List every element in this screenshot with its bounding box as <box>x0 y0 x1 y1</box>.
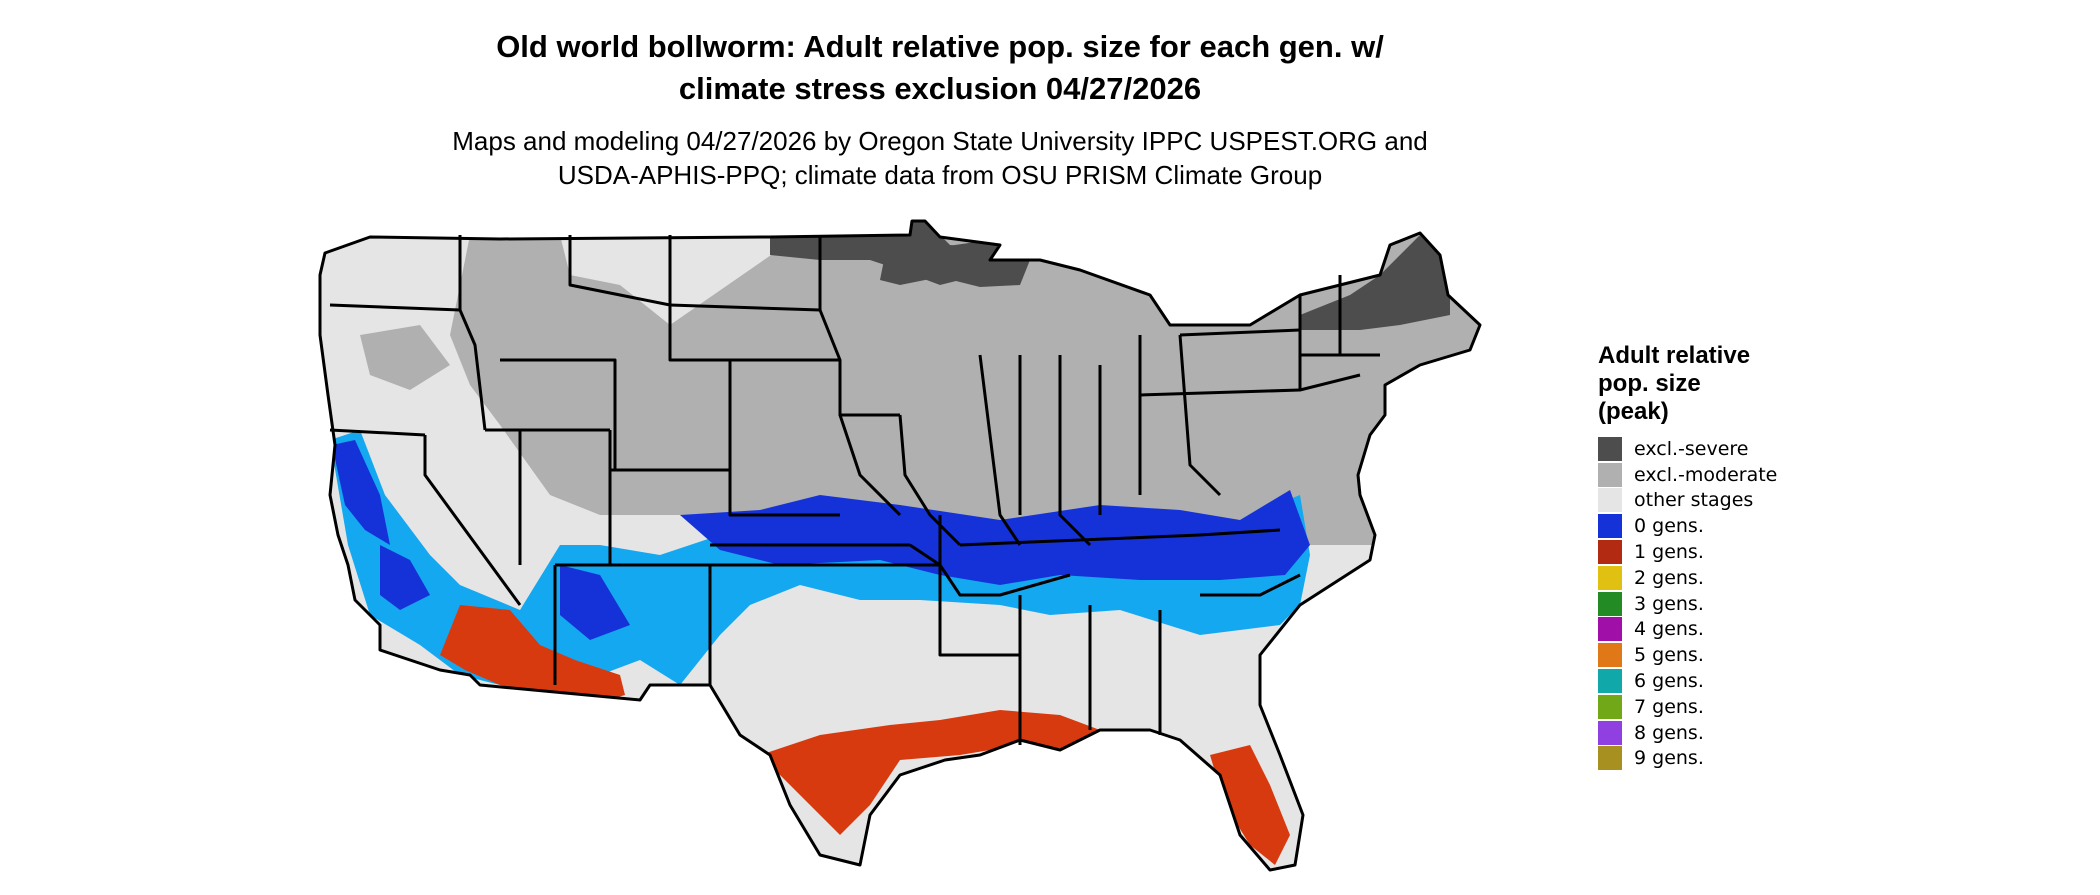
state-line <box>329 303 461 312</box>
legend-swatch <box>1598 540 1622 565</box>
map-subtitle: Maps and modeling 04/27/2026 by Oregon S… <box>0 124 1880 192</box>
legend-item: 8 gens. <box>1598 720 1777 746</box>
legend-label: 9 gens. <box>1634 747 1704 770</box>
legend-swatch <box>1598 436 1622 461</box>
legend-item: 5 gens. <box>1598 642 1777 668</box>
legend-item: excl.-moderate <box>1598 462 1777 488</box>
map-title: Old world bollworm: Adult relative pop. … <box>0 26 1880 110</box>
legend-swatch <box>1598 591 1622 616</box>
legend-title: Adult relative pop. size (peak) <box>1598 342 1777 426</box>
state-line <box>1179 328 1301 337</box>
legend-item: other stages <box>1598 488 1777 514</box>
zero-gens-region <box>332 440 390 545</box>
legend-title-line-3: (peak) <box>1598 398 1669 425</box>
state-line <box>1058 355 1092 547</box>
state-line <box>898 414 962 547</box>
state-line <box>1200 573 1301 597</box>
legend-label: excl.-moderate <box>1634 463 1778 486</box>
legend-label: 8 gens. <box>1634 721 1704 744</box>
legend-label: 4 gens. <box>1634 618 1704 641</box>
excl-severe-region <box>1300 235 1450 330</box>
legend-swatch <box>1598 746 1622 771</box>
excl-moderate-patch <box>360 325 450 390</box>
legend-swatch <box>1598 617 1622 642</box>
legend-swatch <box>1598 694 1622 719</box>
legend-title-line-1: Adult relative <box>1598 342 1751 369</box>
legend-swatch <box>1598 462 1622 487</box>
legend-label: 5 gens. <box>1634 644 1704 667</box>
us-map <box>318 219 1482 872</box>
legend-label: excl.-severe <box>1634 437 1749 460</box>
subtitle-line-2: USDA-APHIS-PPQ; climate data from OSU PR… <box>557 160 1323 190</box>
legend-item: 3 gens. <box>1598 591 1777 617</box>
excl-severe-region <box>880 240 1030 287</box>
zero-gens-region <box>560 565 630 640</box>
legend-swatch <box>1598 565 1622 590</box>
subtitle-line-1: Maps and modeling 04/27/2026 by Oregon S… <box>452 126 1428 156</box>
legend-label: 0 gens. <box>1634 515 1704 538</box>
state-line <box>1178 334 1222 497</box>
state-line <box>1139 388 1301 397</box>
state-borders <box>318 219 1482 872</box>
legend-label: 7 gens. <box>1634 695 1704 718</box>
legend-swatch <box>1598 720 1622 745</box>
one-gen-region <box>1210 745 1290 865</box>
legend-swatch <box>1598 643 1622 668</box>
legend-item: 2 gens. <box>1598 565 1777 591</box>
map-legend: Adult relative pop. size (peak) excl.-se… <box>1598 342 1777 771</box>
legend-label: 6 gens. <box>1634 670 1704 693</box>
legend-item: 0 gens. <box>1598 513 1777 539</box>
legend-label: 2 gens. <box>1634 566 1704 589</box>
title-line-1: Old world bollworm: Adult relative pop. … <box>496 29 1384 64</box>
state-line <box>959 528 1281 547</box>
legend-item: 6 gens. <box>1598 668 1777 694</box>
state-line <box>818 235 900 417</box>
legend-item: 4 gens. <box>1598 617 1777 643</box>
state-line <box>909 543 1071 597</box>
legend-item: 7 gens. <box>1598 694 1777 720</box>
state-line <box>423 435 522 606</box>
one-gen-region <box>440 605 625 705</box>
state-line <box>568 235 671 307</box>
state-line <box>938 565 1020 657</box>
state-line <box>458 235 487 431</box>
state-line <box>1298 295 1361 392</box>
us-outline <box>318 219 1482 872</box>
state-line <box>329 428 426 437</box>
legend-item: 9 gens. <box>1598 746 1777 772</box>
legend-swatch <box>1598 488 1622 513</box>
zero-gens-region <box>380 545 430 610</box>
legend-label: 1 gens. <box>1634 541 1704 564</box>
legend-swatch <box>1598 669 1622 694</box>
state-line <box>669 303 821 312</box>
legend-title-line-2: pop. size <box>1598 370 1701 397</box>
legend-item: 1 gens. <box>1598 539 1777 565</box>
legend-label: 3 gens. <box>1634 592 1704 615</box>
title-line-2: climate stress exclusion 04/27/2026 <box>678 71 1202 106</box>
state-line <box>978 354 1022 546</box>
legend-swatch <box>1598 514 1622 539</box>
legend-item: excl.-severe <box>1598 436 1777 462</box>
legend-label: other stages <box>1634 489 1754 512</box>
state-line <box>610 468 840 517</box>
state-line <box>838 414 902 517</box>
